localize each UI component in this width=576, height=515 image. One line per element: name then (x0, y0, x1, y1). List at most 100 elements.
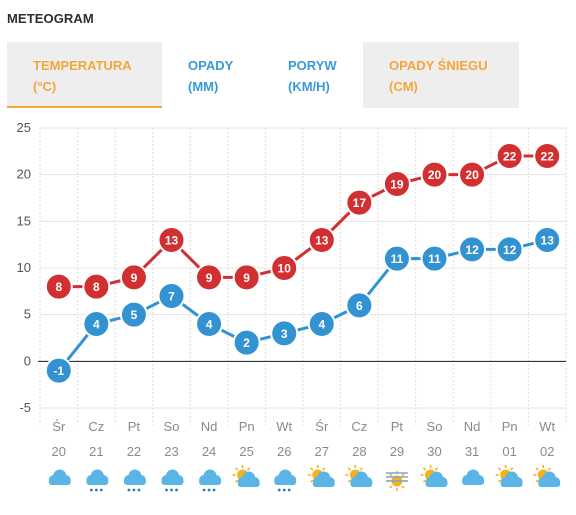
tab-precipitation-label: OPADY (188, 58, 234, 73)
data-label: 6 (356, 299, 363, 313)
tab-snowfall[interactable]: OPADY ŚNIEGU (CM) (363, 42, 519, 108)
x-day-label: Śr (315, 419, 329, 434)
x-date-label: 22 (127, 444, 141, 459)
y-tick-label: 20 (17, 167, 31, 182)
data-label: 13 (541, 234, 555, 248)
cloud-rain-icon (274, 469, 297, 492)
data-label: 5 (131, 308, 138, 322)
data-label: 22 (503, 150, 517, 164)
data-label: 11 (428, 252, 441, 266)
marker-circle (458, 160, 487, 189)
marker-circle (232, 328, 261, 357)
sun-cloud-icon (232, 465, 260, 487)
y-tick-label: 0 (24, 353, 31, 368)
data-label: 13 (315, 234, 329, 248)
data-label: 2 (243, 336, 250, 350)
temp-min-marker: 4 (82, 310, 111, 338)
temp-max-marker: 20 (458, 160, 487, 189)
marker-circle (232, 263, 261, 292)
cloud-shape (462, 469, 485, 485)
x-day-label: Cz (351, 419, 367, 434)
temp-min-marker: 11 (420, 244, 449, 273)
marker-circle (458, 235, 487, 264)
data-label: 13 (165, 234, 179, 248)
temp-min-marker: 13 (533, 226, 562, 254)
x-day-label: Wt (276, 419, 292, 434)
temp-min-marker: 4 (307, 310, 336, 338)
cloud-rain-icon (161, 469, 184, 492)
tab-snowfall-unit: (CM) (389, 79, 418, 94)
tab-temperature[interactable]: TEMPERATURA (°C) (7, 42, 162, 108)
temp-max-marker: 9 (119, 263, 148, 292)
sun-cloud-icon (345, 465, 373, 487)
marker-circle (495, 235, 524, 264)
y-tick-label: 15 (17, 213, 31, 228)
temp-min-marker: 12 (495, 235, 524, 264)
temp-min-marker: 5 (119, 300, 148, 329)
data-label: 11 (391, 252, 404, 266)
cloud-shape (161, 469, 184, 485)
cloud-shape (500, 471, 523, 487)
data-label: 17 (353, 196, 367, 210)
marker-circle (44, 356, 73, 385)
temp-max-marker: 19 (382, 170, 411, 198)
tab-temperature-label: TEMPERATURA (33, 58, 132, 73)
sun-cloud-icon (533, 465, 561, 487)
x-day-label: Nd (464, 419, 481, 434)
x-date-label: 31 (465, 444, 479, 459)
marker-circle (82, 310, 111, 338)
temp-max-marker: 8 (44, 272, 73, 301)
temp-max-marker: 10 (270, 254, 299, 282)
data-label: 8 (93, 280, 100, 294)
x-date-label: 21 (89, 444, 103, 459)
temp-max-marker: 9 (232, 263, 261, 292)
data-label: 9 (243, 271, 250, 285)
marker-circle (307, 226, 336, 254)
marker-circle (420, 244, 449, 273)
x-day-label: Wt (539, 419, 555, 434)
tab-precipitation[interactable]: OPADY (MM) (162, 42, 262, 108)
temp-min-marker: 4 (195, 310, 224, 338)
meteogram-title: METEOGRAM (7, 11, 94, 26)
cloud-icon (48, 469, 71, 485)
temp-min-marker: -1 (44, 356, 73, 385)
marker-circle (119, 263, 148, 292)
temp-min-marker: 7 (157, 282, 186, 310)
y-tick-label: -5 (19, 400, 31, 415)
fog-sun-icon (385, 471, 408, 491)
marker-circle (157, 226, 186, 254)
marker-circle (119, 300, 148, 329)
marker-circle (533, 142, 562, 170)
x-day-label: Pn (239, 419, 255, 434)
marker-circle (195, 310, 224, 338)
data-label: 4 (206, 318, 213, 332)
data-label: 20 (465, 168, 479, 182)
marker-circle (307, 310, 336, 338)
sun-cloud-icon (495, 465, 523, 487)
cloud-shape (350, 471, 373, 487)
temp-min-marker: 12 (458, 235, 487, 264)
temp-min-marker: 6 (345, 291, 374, 320)
data-label: 12 (503, 243, 517, 257)
x-day-label: So (164, 419, 180, 434)
cloud-shape (86, 469, 109, 485)
cloud-shape (123, 469, 146, 485)
cloud-shape (48, 469, 71, 485)
x-date-label: 28 (352, 444, 366, 459)
temp-max-marker: 8 (82, 272, 111, 301)
data-label: 12 (465, 243, 479, 257)
x-date-label: 26 (277, 444, 291, 459)
temp-max-marker: 20 (420, 160, 449, 189)
marker-circle (345, 188, 374, 217)
marker-circle (533, 226, 562, 254)
x-day-label: Pn (502, 419, 518, 434)
data-label: 3 (281, 327, 288, 341)
temp-max-marker: 13 (157, 226, 186, 254)
data-label: 4 (318, 318, 325, 332)
marker-circle (270, 319, 299, 348)
tab-snowfall-label: OPADY ŚNIEGU (389, 58, 488, 73)
tab-gust[interactable]: PORYW (KM/H) (262, 42, 363, 108)
x-day-label: Pt (128, 419, 141, 434)
marker-circle (345, 291, 374, 320)
tab-gust-unit: (KM/H) (288, 79, 330, 94)
